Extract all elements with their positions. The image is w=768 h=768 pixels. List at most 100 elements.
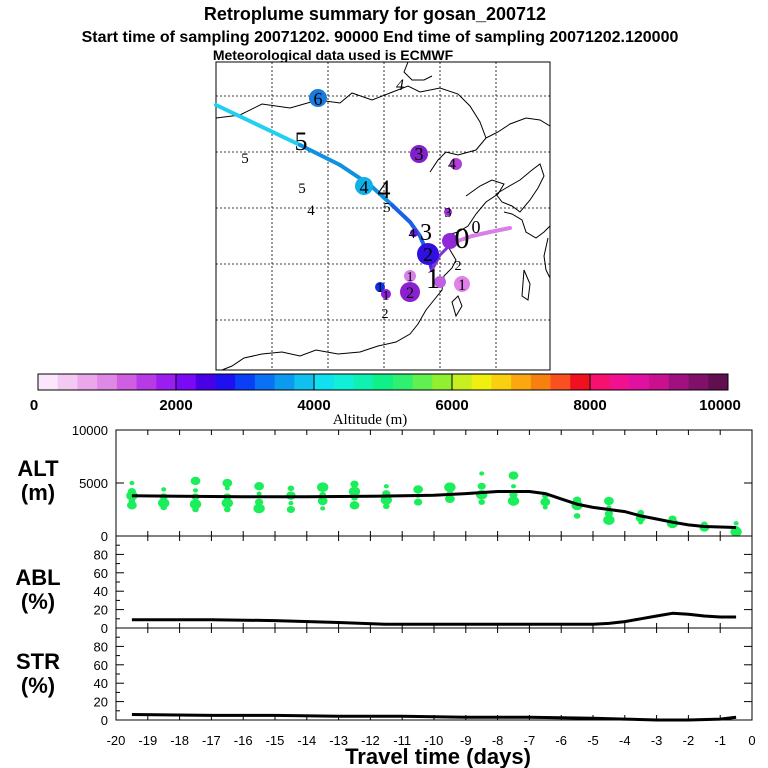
alt-point [444, 482, 456, 493]
alt-point [730, 526, 742, 537]
alt-point [638, 520, 644, 525]
alt-point [542, 505, 548, 510]
x-tick-label: -14 [297, 733, 316, 748]
x-tick-label: -9 [460, 733, 472, 748]
map-label: 5 [384, 201, 391, 216]
alt-point [320, 506, 326, 511]
colorbar-cell [530, 374, 552, 390]
y-tick-label: 60 [94, 566, 108, 581]
str-series-line [131, 713, 737, 722]
alt-point [253, 503, 265, 514]
x-tick-label: -3 [651, 733, 663, 748]
map-label: 1 [383, 289, 390, 304]
cluster-circle [381, 289, 391, 299]
alt-point [604, 510, 614, 518]
coastlines [215, 61, 551, 371]
colorbar-cell [156, 374, 177, 390]
alt-point [479, 471, 485, 476]
colorbar-cell [452, 374, 473, 390]
abl-unit: (%) [21, 589, 55, 614]
colorbar-tick-label: 10000 [699, 397, 741, 414]
sampling-times: Start time of sampling 20071202. 90000 E… [82, 29, 679, 46]
cluster-circle [410, 229, 418, 237]
met-data-note: Meteorological data used is ECMWF [213, 47, 454, 63]
cluster-circle [450, 158, 462, 170]
colorbar-cell [176, 374, 197, 390]
str-label: STR [16, 649, 60, 674]
map-label: 2 [455, 259, 462, 274]
x-tick-label: -18 [170, 733, 189, 748]
alt-point [349, 501, 360, 510]
x-tick-label: -12 [361, 733, 380, 748]
alt-point [477, 482, 486, 490]
x-tick-label: -8 [492, 733, 504, 748]
colorbar-cell [235, 374, 256, 390]
x-tick-label: -4 [619, 733, 631, 748]
colorbar-cell [708, 374, 729, 390]
alt-point [126, 501, 137, 510]
colorbar-cell [294, 374, 315, 390]
map-label: 0 [455, 222, 470, 255]
x-tick-label: -6 [555, 733, 567, 748]
colorbar-cell [629, 374, 650, 390]
y-tick-label: 80 [94, 547, 108, 562]
abl-frame [115, 535, 753, 629]
str-frame [115, 627, 753, 721]
cluster-circle [410, 145, 428, 163]
colorbar-cell [215, 374, 236, 390]
map-frame [215, 61, 551, 371]
cluster-circle [400, 282, 420, 302]
cluster-circle [404, 270, 416, 282]
alt-label: ALT [17, 456, 59, 481]
cluster-circle [309, 89, 327, 107]
cluster-circle [434, 276, 446, 288]
colorbar-frame [37, 373, 729, 391]
colorbar-cell [77, 374, 98, 390]
alt-point [478, 499, 486, 505]
alt-point [190, 476, 201, 486]
colorbar-tick-label: 6000 [435, 397, 468, 414]
alt-point [413, 485, 423, 494]
map-gridlines [216, 62, 550, 370]
alt-point [350, 480, 359, 488]
str-unit: (%) [21, 673, 55, 698]
x-tick-label: -10 [425, 733, 444, 748]
colorbar-cell [136, 374, 157, 390]
str-panel: STR (%) 0 20 40 60 80 [16, 627, 753, 728]
y-tick-label: 5000 [79, 476, 108, 491]
cluster-circle [454, 276, 470, 292]
y-tick-label: 60 [94, 658, 108, 673]
map-label: 5 [298, 181, 306, 197]
y-tick-label: 0 [101, 621, 108, 636]
abl-series-line [131, 611, 737, 626]
x-tick-label: -17 [202, 733, 221, 748]
colorbar-cell [195, 374, 216, 390]
map-label: 3 [445, 206, 452, 221]
colorbar-cell [254, 374, 276, 390]
map-label: 0 [472, 217, 481, 237]
alt-point [224, 486, 230, 491]
colorbar-cell [550, 374, 571, 390]
map-label: 2 [406, 285, 414, 302]
map-label: 4 [307, 203, 315, 219]
x-tick-label: -11 [393, 733, 411, 748]
x-tick-label: -5 [587, 733, 599, 748]
figure-title: Retroplume summary for gosan_200712 [204, 4, 546, 24]
alt-series-line [131, 490, 737, 529]
colorbar-cell [333, 374, 354, 390]
colorbar-axis-label: Altitude (m) [333, 412, 408, 428]
alt-point [383, 484, 389, 489]
alt-point [380, 495, 392, 505]
colorbar-cell [274, 374, 295, 390]
colorbar-cell [314, 374, 335, 390]
altitude-colorbar: 0 2000 4000 6000 8000 10000 Altitude (m) [30, 373, 741, 428]
colorbar-cell [471, 374, 492, 390]
alt-point [317, 496, 328, 506]
colorbar-cell [353, 374, 374, 390]
x-axis: -20 -19 -18 -17 -16 -15 -14 -13 -12 -11 -10 -9 -8 -7-… [107, 733, 756, 748]
alt-point [158, 498, 170, 508]
y-tick-label: 40 [94, 584, 108, 599]
alt-point [511, 484, 516, 489]
alt-point [733, 521, 739, 526]
colorbar-cell [392, 374, 414, 390]
